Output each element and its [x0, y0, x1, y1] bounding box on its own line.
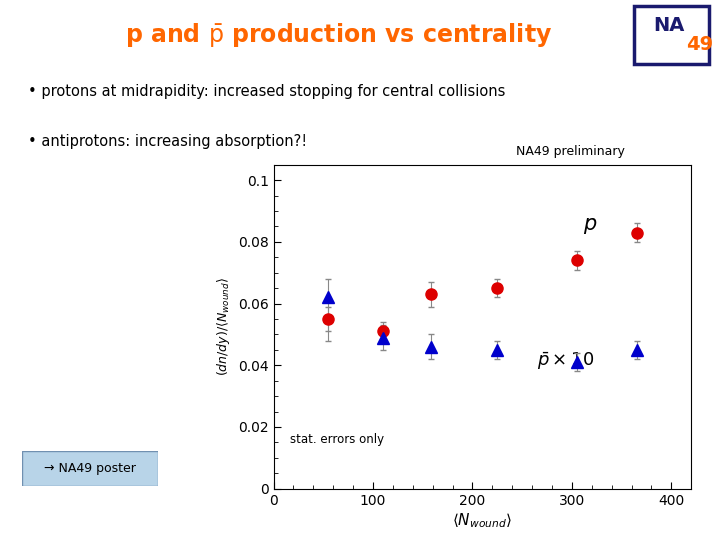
- Text: Ge.V: Ge.V: [70, 26, 117, 44]
- Text: stat. errors only: stat. errors only: [290, 433, 384, 447]
- X-axis label: $\langle N_{wound}\rangle$: $\langle N_{wound}\rangle$: [452, 512, 513, 530]
- Text: $\bar{p}\times 10$: $\bar{p}\times 10$: [536, 350, 594, 372]
- Text: → NA49 poster: → NA49 poster: [44, 462, 136, 475]
- Text: NA49 preliminary: NA49 preliminary: [516, 145, 625, 158]
- Text: 49: 49: [686, 35, 714, 55]
- Text: Claudia Höhne: Claudia Höhne: [14, 516, 116, 529]
- Y-axis label: $(dn/dy)/\langle N_{wound}\rangle$: $(dn/dy)/\langle N_{wound}\rangle$: [215, 277, 233, 376]
- Text: p and $\bar{\rm p}$ production vs centrality: p and $\bar{\rm p}$ production vs centra…: [125, 21, 552, 49]
- Text: • protons at midrapidity: increased stopping for central collisions: • protons at midrapidity: increased stop…: [28, 84, 505, 99]
- Text: NA: NA: [653, 16, 685, 35]
- Text: • antiprotons: increasing absorption?!: • antiprotons: increasing absorption?!: [28, 134, 307, 150]
- FancyBboxPatch shape: [22, 451, 158, 486]
- Text: 5: 5: [690, 516, 698, 529]
- Text: 158: 158: [11, 26, 55, 44]
- Text: $p$: $p$: [582, 215, 597, 235]
- Text: A: A: [52, 26, 66, 44]
- Text: Quark Matter 2005: Quark Matter 2005: [294, 516, 426, 529]
